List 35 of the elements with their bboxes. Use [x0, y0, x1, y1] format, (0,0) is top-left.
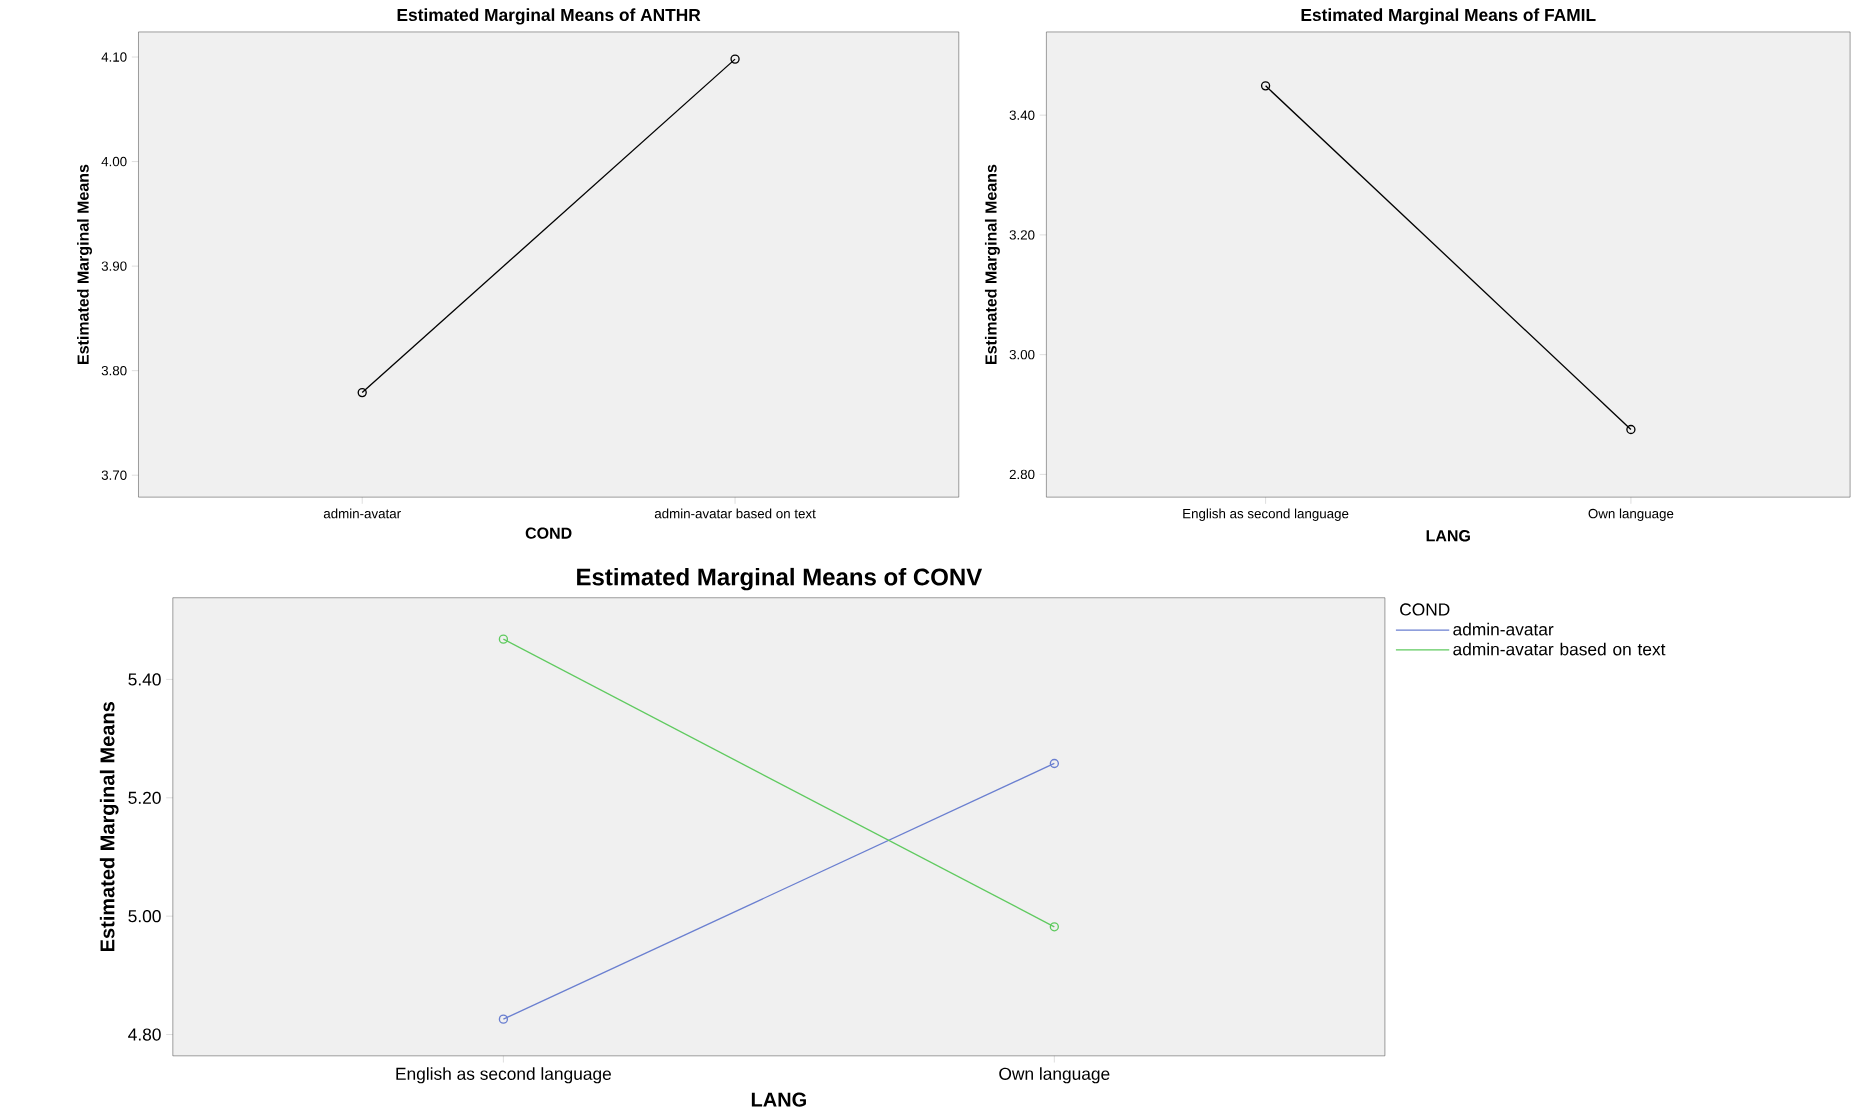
x-tick-label: Own language [1588, 508, 1674, 521]
y-tick-label: 3.00 [1009, 349, 1035, 360]
y-axis-title: Estimated Marginal Means [77, 164, 93, 364]
y-tick-label: 4.80 [128, 1028, 161, 1041]
y-tick-label: 5.00 [128, 909, 161, 923]
x-tick-label: English as second language [1183, 508, 1349, 521]
point [1049, 758, 1060, 769]
y-tick-label: 3.80 [101, 365, 127, 376]
x-axis-title: COND [525, 527, 572, 539]
legend-label: admin-avatar [1453, 622, 1554, 636]
x-tick-label: Own language [999, 1067, 1110, 1084]
y-axis-title: Estimated Marginal Means [984, 164, 1000, 364]
x-tick-label: admin-avatar based on text [654, 508, 816, 519]
point [498, 1014, 509, 1024]
y-tick-label: 5.40 [128, 673, 161, 686]
y-tick-label: 4.00 [101, 156, 127, 167]
y-tick-label: 5.20 [128, 791, 161, 804]
chart-title: Estimated Marginal Means of FAMIL [1301, 8, 1596, 25]
legend-title: COND [1400, 603, 1450, 616]
x-axis-title: LANG [751, 1092, 806, 1107]
x-tick-label: admin-avatar [323, 508, 401, 519]
legend-label: admin-avatar based on text [1453, 642, 1666, 656]
y-tick-label: 3.40 [1009, 110, 1035, 120]
x-tick-label: English as second language [396, 1067, 611, 1084]
y-tick-label: 3.20 [1009, 230, 1035, 240]
point [1049, 922, 1060, 932]
y-tick-label: 3.90 [101, 261, 127, 271]
x-axis-title: LANG [1426, 530, 1470, 542]
y-tick-label: 2.80 [1009, 469, 1035, 480]
chart-title: Estimated Marginal Means of ANTHR [397, 8, 701, 25]
y-tick-label: 4.10 [101, 52, 127, 62]
chart-title: Estimated Marginal Means of CONV [577, 567, 983, 591]
y-axis-title: Estimated Marginal Means [99, 702, 119, 951]
point [498, 634, 509, 644]
y-tick-label: 3.70 [101, 470, 127, 480]
